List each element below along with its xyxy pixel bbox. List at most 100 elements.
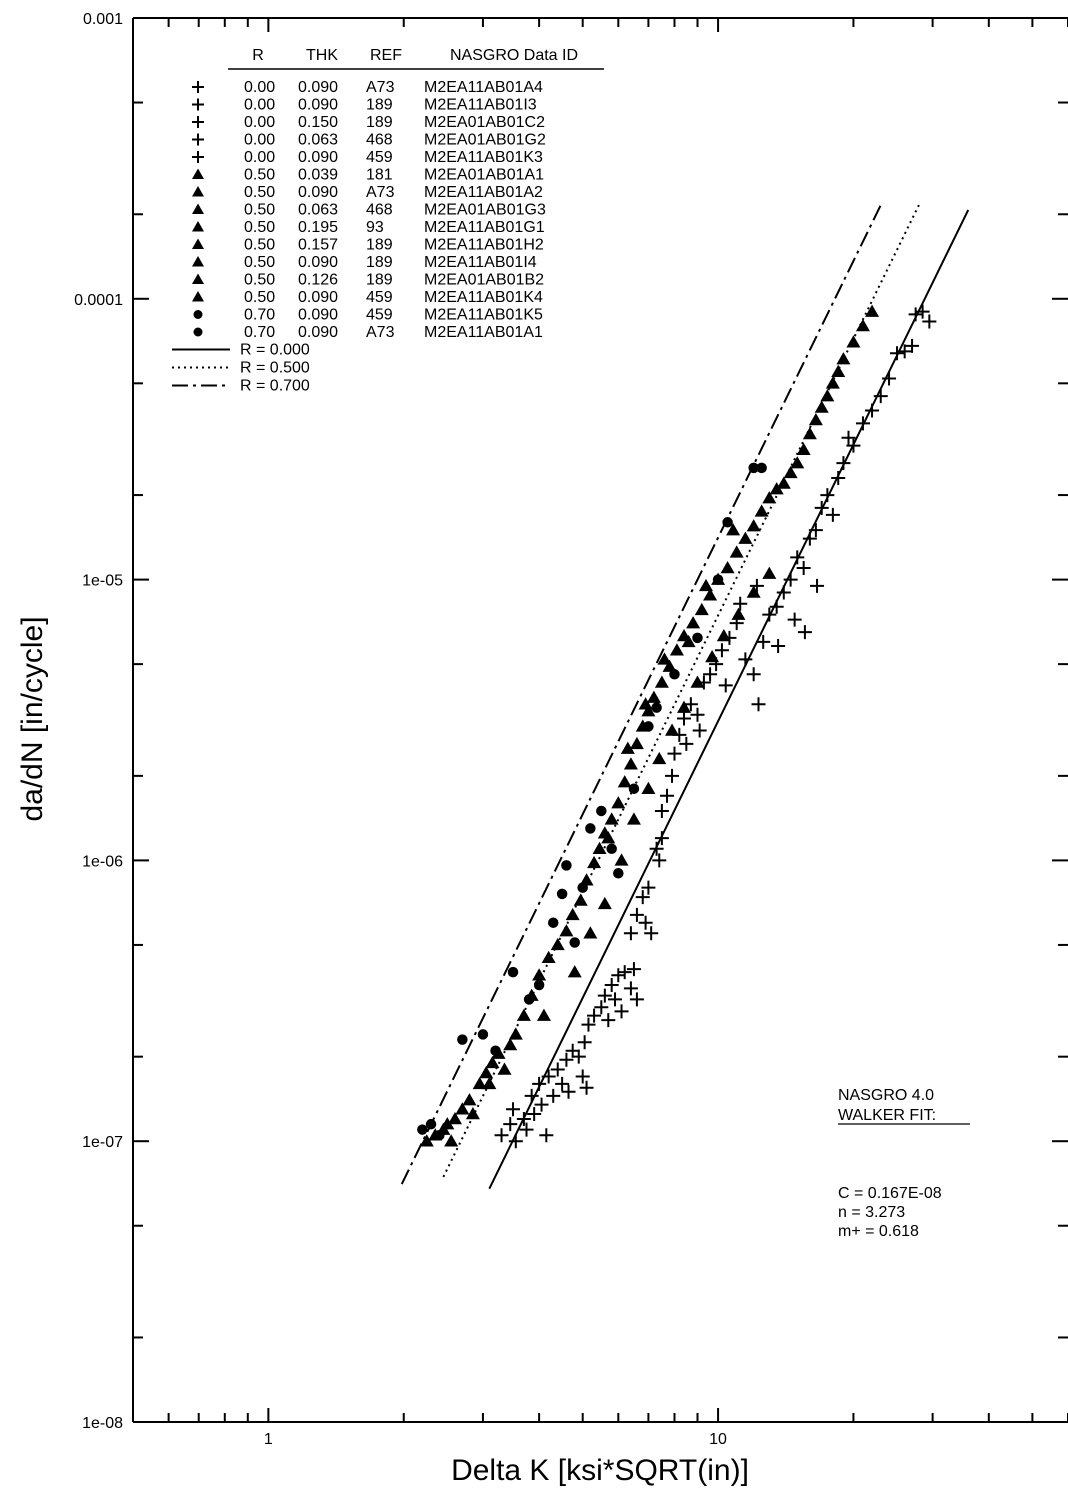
data-point-r-0-50 — [503, 1038, 518, 1051]
legend: R THK REF NASGRO Data ID 0.00 0.090 A73 M2EA11A… — [172, 47, 604, 395]
annotation-param: C = 0.167E-08 — [838, 1185, 942, 1202]
legend-cell: 189 — [366, 237, 393, 254]
data-point-r-0-00 — [873, 389, 888, 404]
data-point-r-0-00 — [841, 430, 856, 445]
walker-fit-annotation: NASGRO 4.0 WALKER FIT: C = 0.167E-08 n = 3.… — [838, 1087, 970, 1240]
legend-header: R — [252, 47, 264, 64]
data-point-r-0-50 — [720, 560, 735, 574]
data-point-r-0-50 — [565, 907, 580, 921]
data-point-r-0-50 — [646, 690, 661, 703]
data-point-r-0-50 — [583, 926, 598, 939]
annotation-param: n = 3.273 — [838, 1204, 905, 1221]
data-point-r-0-50 — [455, 1102, 470, 1115]
data-point-r-0-50 — [703, 588, 718, 601]
data-point-r-0-00 — [629, 907, 644, 922]
data-point-r-0-00 — [506, 1102, 521, 1117]
legend-fit-line-label: R = 0.700 — [240, 378, 310, 395]
data-point-r-0-70 — [547, 917, 559, 928]
legend-cell: 0.157 — [298, 237, 338, 254]
data-point-r-0-00 — [494, 1128, 509, 1143]
data-point-r-0-50 — [665, 723, 680, 736]
legend-marker — [192, 116, 204, 128]
legend-cell: M2EA11AB01A4 — [424, 79, 543, 96]
legend-cell: 0.00 — [244, 79, 275, 96]
legend-cell: M2EA11AB01K3 — [424, 149, 543, 166]
data-point-r-0-00 — [641, 880, 656, 895]
data-point-r-0-00 — [683, 697, 698, 712]
legend-cell: 468 — [366, 132, 393, 149]
data-point-r-0-00 — [897, 344, 912, 359]
data-point-r-0-70 — [643, 721, 654, 732]
data-point-r-0-50 — [587, 855, 602, 869]
legend-cell: 189 — [366, 254, 393, 271]
data-point-r-0-00 — [908, 307, 923, 322]
data-point-r-0-00 — [649, 841, 664, 856]
data-point-r-0-70 — [651, 702, 662, 713]
data-point-r-0-00 — [796, 560, 811, 575]
legend-cell: M2EA11AB01A1 — [424, 324, 543, 341]
legend-cell: A73 — [366, 324, 395, 341]
data-point-r-0-50 — [769, 482, 784, 495]
data-point-r-0-00 — [749, 578, 764, 593]
legend-fit-line-label: R = 0.000 — [240, 342, 310, 359]
data-point-r-0-00 — [776, 585, 791, 600]
legend-cell: 0.090 — [298, 184, 338, 201]
data-point-r-0-50 — [762, 566, 777, 579]
data-point-r-0-70 — [748, 462, 759, 474]
legend-cell: 0.00 — [244, 149, 275, 166]
data-point-r-0-00 — [738, 652, 753, 667]
data-point-r-0-50 — [559, 924, 574, 937]
legend-cell: 459 — [366, 289, 393, 306]
data-point-r-0-50 — [617, 775, 632, 788]
data-point-r-0-50 — [532, 968, 547, 981]
data-point-r-0-50 — [652, 751, 667, 765]
plot-frame — [132, 17, 1068, 1423]
data-point-r-0-50 — [516, 1008, 531, 1021]
data-point-r-0-00 — [756, 634, 771, 649]
data-point-r-0-00 — [882, 371, 897, 386]
data-point-r-0-70 — [692, 632, 703, 644]
legend-cell: 0.00 — [244, 114, 275, 131]
data-point-r-0-50 — [611, 796, 626, 809]
data-point-r-0-50 — [485, 1055, 500, 1069]
data-point-r-0-00 — [594, 1000, 609, 1015]
x-axis-title: Delta K [ksi*SQRT(in)] — [451, 1454, 749, 1487]
data-point-r-0-70 — [606, 843, 617, 855]
legend-cell: M2EA01AB01G2 — [424, 132, 546, 149]
data-point-r-0-00 — [555, 1076, 570, 1091]
legend-cell: 0.090 — [298, 324, 338, 341]
data-point-r-0-70 — [585, 823, 596, 834]
data-point-r-0-50 — [465, 1106, 480, 1120]
data-point-r-0-50 — [638, 697, 653, 710]
data-point-r-0-50 — [694, 602, 709, 616]
data-point-r-0-00 — [539, 1128, 554, 1143]
legend-cell: 468 — [366, 202, 393, 219]
data-point-r-0-50 — [729, 545, 744, 558]
data-point-r-0-50 — [482, 1076, 497, 1090]
data-point-r-0-00 — [644, 926, 659, 941]
data-point-r-0-00 — [718, 678, 733, 693]
data-point-r-0-70 — [425, 1118, 437, 1130]
data-point-r-0-50 — [472, 1076, 487, 1090]
data-point-r-0-50 — [597, 896, 612, 910]
data-point-r-0-00 — [571, 1049, 586, 1064]
data-point-r-0-00 — [561, 1084, 576, 1099]
legend-cell: 0.50 — [244, 202, 275, 219]
data-point-r-0-50 — [462, 1093, 477, 1106]
legend-cell: 0.70 — [244, 324, 275, 341]
data-point-r-0-50 — [629, 736, 644, 750]
legend-cell: M2EA11AB01G1 — [424, 219, 545, 236]
data-point-r-0-70 — [417, 1124, 428, 1135]
legend-cell: 189 — [366, 97, 393, 114]
legend-cell: 0.195 — [298, 219, 338, 236]
data-point-r-0-50 — [447, 1111, 462, 1125]
data-point-r-0-50 — [865, 304, 880, 317]
data-point-r-0-00 — [836, 456, 851, 471]
legend-cell: M2EA11AB01A2 — [424, 184, 543, 201]
legend-marker — [192, 186, 204, 197]
y-tick-label: 1e-05 — [82, 573, 123, 590]
data-point-r-0-00 — [771, 639, 786, 654]
data-point-r-0-00 — [820, 488, 835, 503]
legend-cell: 459 — [366, 149, 393, 166]
